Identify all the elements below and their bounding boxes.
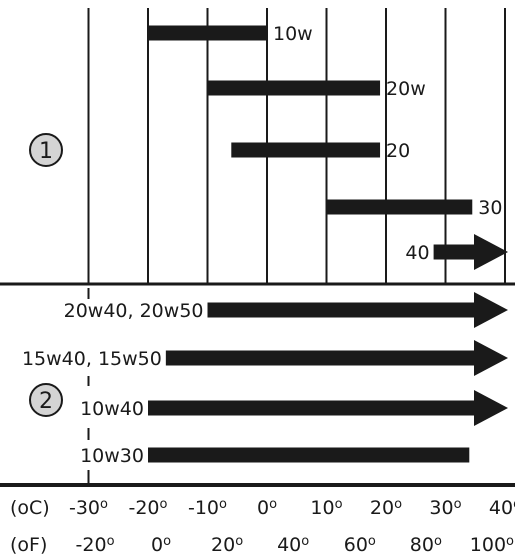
range-bar-30 [326,199,473,215]
celsius-tick-label: 0o [257,497,277,519]
range-arrowhead [474,292,508,328]
range-bar-20w [207,80,381,96]
range-label: 20w40, 20w50 [64,300,204,322]
section-marker-circle [29,133,63,167]
range-arrowhead [474,340,508,376]
range-bar-15w40-15w50 [165,350,474,366]
range-label-bg [78,397,146,421]
section-marker-number: 2 [39,389,53,414]
range-label-bg [61,299,206,323]
fahrenheit-tick-label: 100o [470,534,514,556]
celsius-unit-label: (oC) [10,497,50,519]
range-label: 20 [386,140,410,162]
fahrenheit-unit-label: (oF) [10,534,47,556]
fahrenheit-tick-label: 0o [151,534,171,556]
section-markers: 12 [29,133,63,417]
range-label: 10w [273,23,313,45]
range-bars [148,25,508,463]
range-label: 10w40 [80,398,144,420]
range-label-bg [78,444,146,468]
range-label: 30 [478,197,502,219]
section-dividers [0,282,515,487]
fahrenheit-tick-label: 80o [410,534,442,556]
range-bar-10w40 [148,400,474,416]
celsius-tick-label: 30o [429,497,461,519]
section-marker-circle [29,383,63,417]
celsius-tick-label: 10o [310,497,342,519]
range-label-bg [403,241,432,265]
range-label: 10w30 [80,445,144,467]
fahrenheit-tick-label: -20o [76,534,115,556]
celsius-tick-label: 40o [489,497,515,519]
range-labels: 10w 20w 20 30 40 20w40, 20w50 15w40, 15w50 10w4… [19,23,502,468]
range-label: 20w [386,78,426,100]
range-bar-10w30 [148,447,470,463]
range-label-bg [19,347,164,371]
temperature-axes: (oC) -30o -20o -10o 0o 10o 20o 30o 40o (oF) -20o 0o… [10,497,515,556]
range-bar-20w40-20w50 [207,302,474,318]
fahrenheit-tick-label: 60o [344,534,376,556]
celsius-tick-label: -30o [69,497,108,519]
range-bar-10w [148,25,267,41]
celsius-tick-label: -10o [188,497,227,519]
range-label: 40 [405,242,429,264]
celsius-tick-label: -20o [128,497,167,519]
fahrenheit-tick-label: 40o [277,534,309,556]
fahrenheit-tick-label: 20o [211,534,243,556]
celsius-tick-label: 20o [370,497,402,519]
range-label: 15w40, 15w50 [22,348,162,370]
range-bar-20 [231,142,381,158]
range-arrowhead [474,234,508,270]
section-marker-number: 1 [39,139,53,164]
range-arrowhead [474,390,508,426]
range-bar-40 [433,244,474,260]
